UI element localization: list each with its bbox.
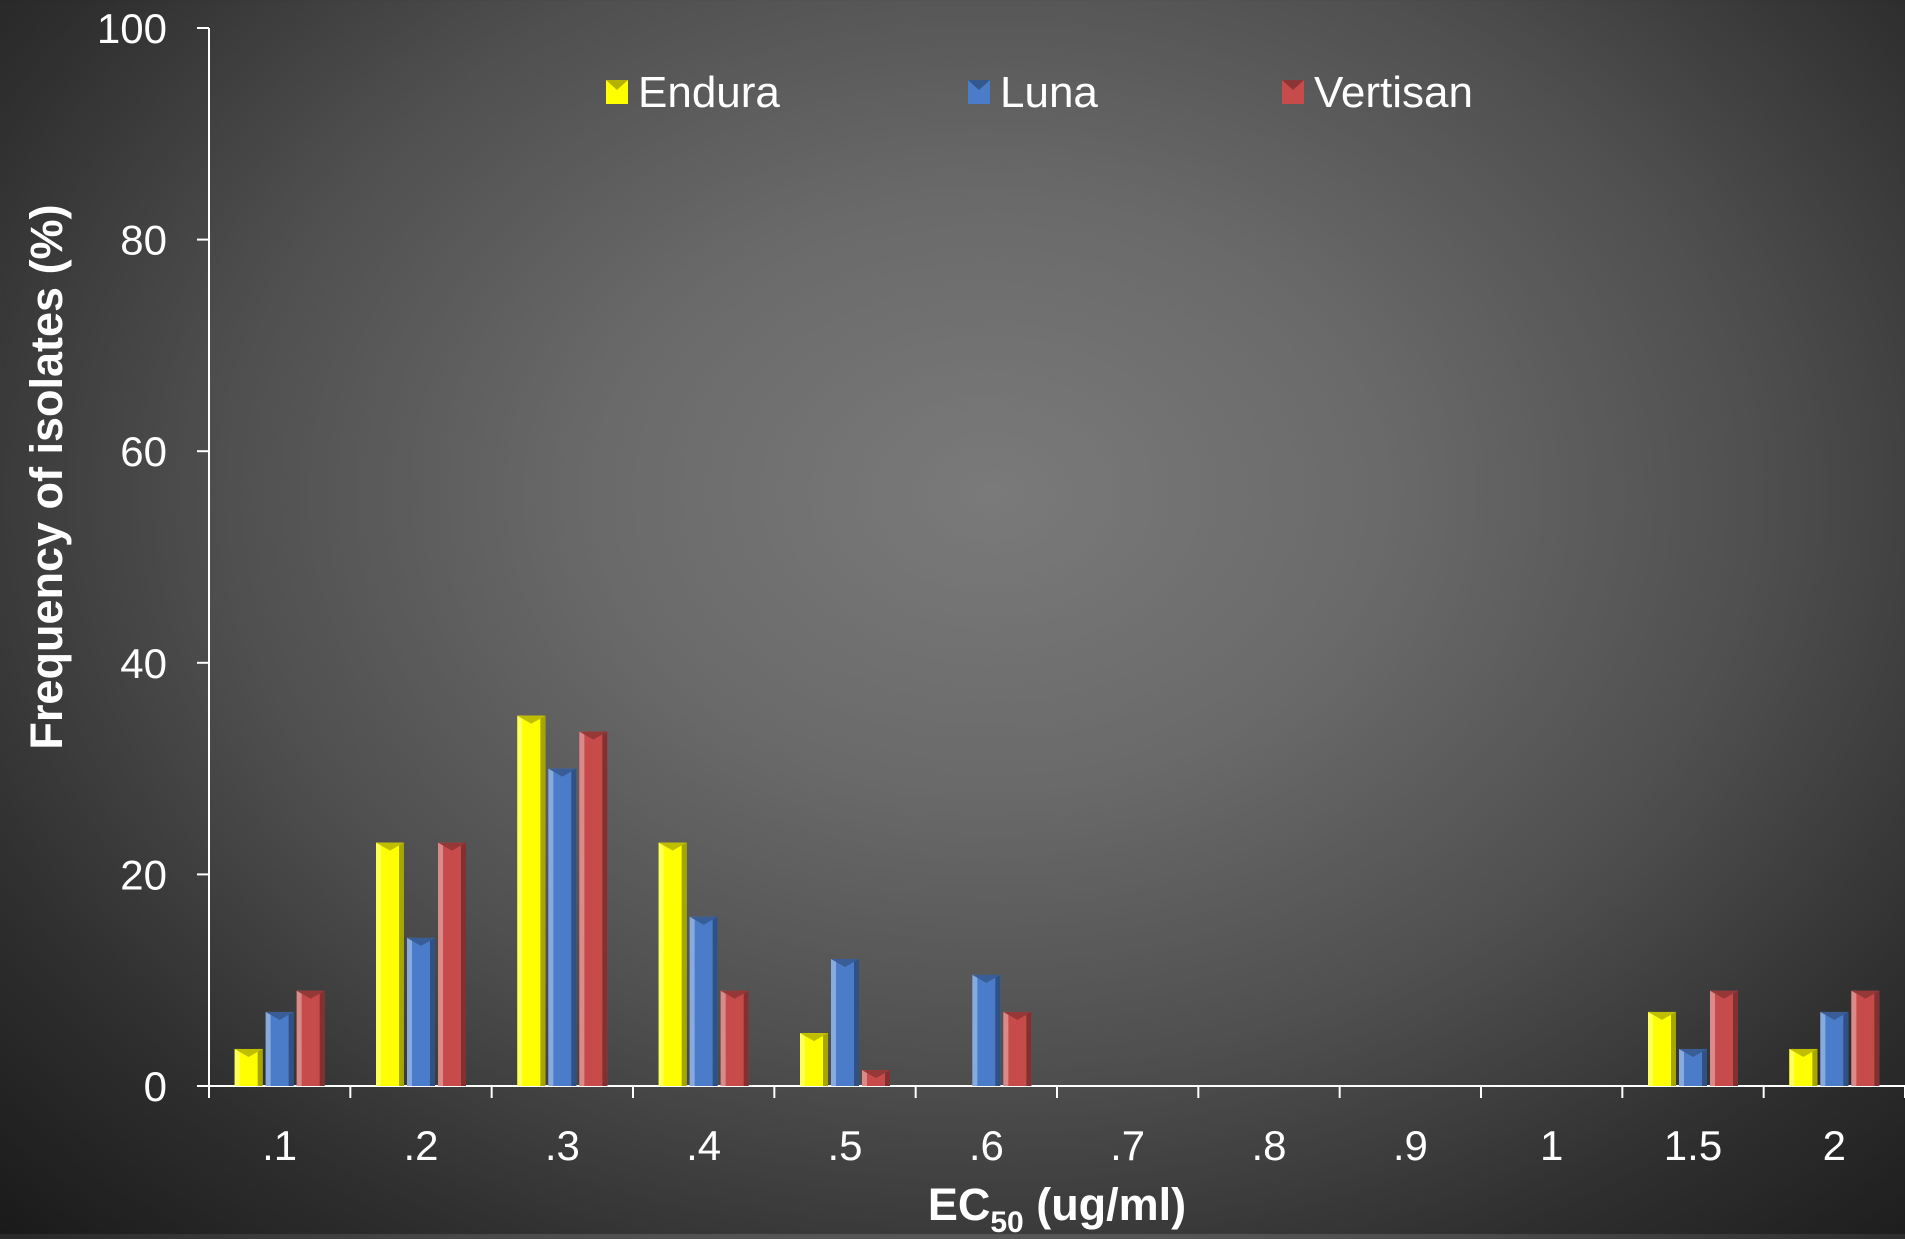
bar-luna: [548, 768, 577, 1086]
legend-swatch: [606, 80, 628, 104]
bar-vertisan: [720, 990, 749, 1086]
y-axis-label: Frequency of isolates (%): [21, 204, 72, 749]
y-tick-label: 0: [144, 1063, 167, 1110]
y-tick-label: 20: [120, 851, 167, 898]
bar-vertisan: [1710, 990, 1738, 1086]
x-tick-label: .2: [403, 1122, 438, 1169]
x-axis: .1 .2 .3 .4 .5 .6 .7 .8 .9 1 1.5 2: [208, 1085, 1905, 1169]
bar-vertisan: [438, 842, 466, 1086]
legend-item-luna: Luna: [968, 68, 1098, 117]
x-axis-label-unit: (ug/ml): [1024, 1179, 1186, 1230]
bar-vertisan: [296, 990, 325, 1086]
y-axis: 0 20 40 60 80 100: [97, 5, 210, 1110]
bar-endura: [376, 842, 404, 1086]
legend: Endura Luna Vertisan: [606, 68, 1473, 117]
x-tick-label: 1: [1540, 1122, 1563, 1169]
x-tick-label: 2: [1823, 1122, 1846, 1169]
x-axis-label-main: EC: [928, 1179, 991, 1230]
y-tick-label: 60: [120, 428, 167, 475]
y-tick-label: 100: [97, 5, 167, 52]
x-tick-label: .7: [1110, 1122, 1145, 1169]
bar-luna: [407, 937, 435, 1086]
bar-endura: [658, 842, 687, 1086]
x-tick-label: .6: [969, 1122, 1004, 1169]
x-tick-label: .4: [686, 1122, 721, 1169]
x-tick-label: 1.5: [1664, 1122, 1722, 1169]
bar-luna: [1820, 1011, 1849, 1086]
legend-item-vertisan: Vertisan: [1282, 68, 1473, 117]
bar-endura: [1648, 1011, 1676, 1086]
x-tick-label: .8: [1251, 1122, 1286, 1169]
bar-vertisan: [1851, 990, 1880, 1086]
legend-swatch: [1282, 80, 1304, 104]
y-tick-label: 40: [120, 640, 167, 687]
bars: [234, 715, 1880, 1086]
x-tick-label: .3: [545, 1122, 580, 1169]
bar-endura: [517, 715, 546, 1086]
bar-endura: [1789, 1048, 1818, 1086]
bar-luna: [1679, 1048, 1707, 1086]
bar-vertisan: [1003, 1011, 1032, 1086]
legend-label: Luna: [1000, 68, 1098, 117]
x-tick-label: .9: [1393, 1122, 1428, 1169]
bar-luna: [689, 916, 718, 1086]
legend-label: Endura: [638, 68, 780, 117]
x-tick-label: .1: [262, 1122, 297, 1169]
x-axis-label-subscript: 50: [990, 1206, 1023, 1234]
bar-vertisan: [862, 1070, 890, 1086]
bar-luna: [972, 974, 1001, 1086]
legend-swatch: [968, 80, 990, 104]
x-axis-label: EC50 (ug/ml): [928, 1179, 1186, 1234]
y-tick-label: 80: [120, 217, 167, 264]
legend-label: Vertisan: [1314, 68, 1473, 117]
bar-vertisan: [579, 731, 608, 1086]
legend-item-endura: Endura: [606, 68, 780, 117]
bar-luna: [265, 1011, 294, 1086]
x-tick-label: .5: [827, 1122, 862, 1169]
bar-endura: [800, 1033, 828, 1086]
bar-endura: [234, 1048, 263, 1086]
bar-luna: [831, 959, 859, 1086]
